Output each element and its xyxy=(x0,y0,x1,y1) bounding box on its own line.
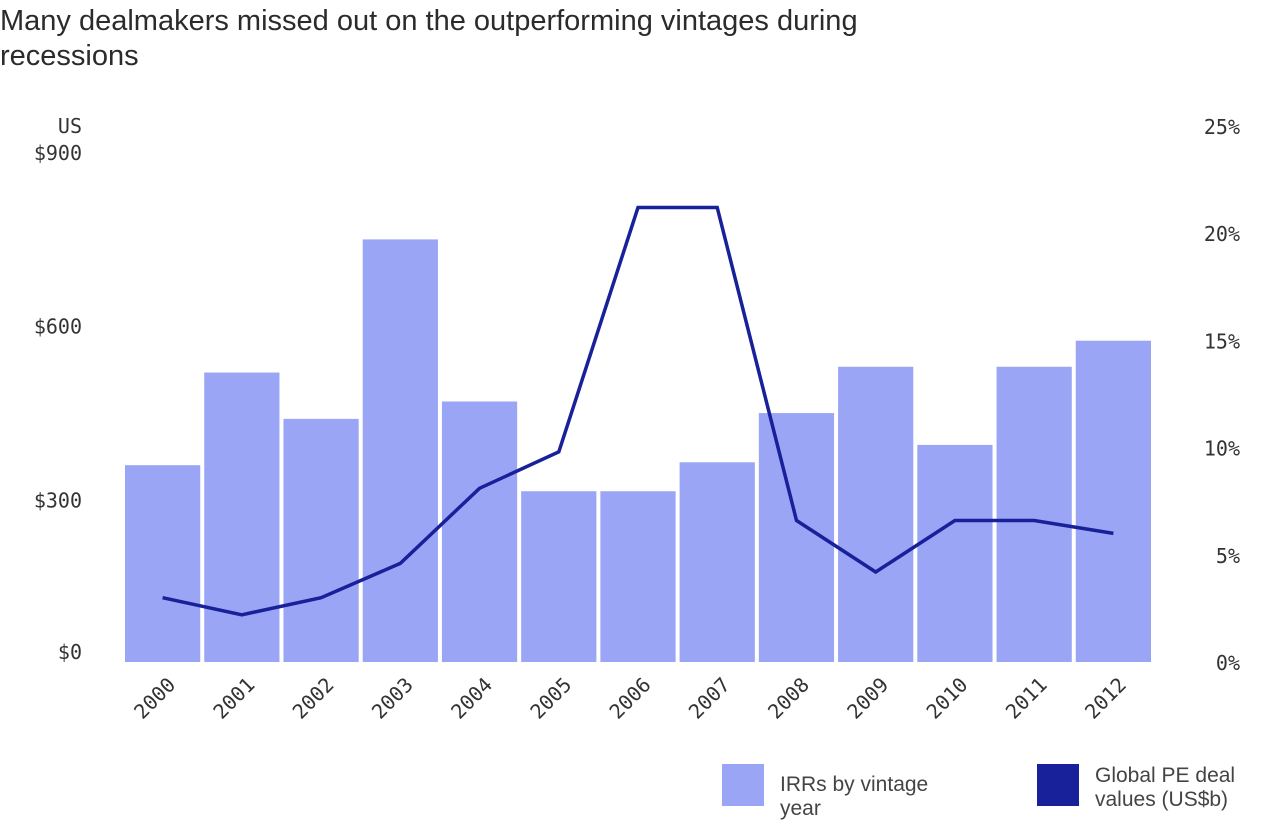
combo-chart: US$0$300$600$900 0%5%10%15%20%25% 2000 20… xyxy=(34,114,1240,724)
x-tick-2000: 2000 xyxy=(129,673,180,724)
line-layer xyxy=(162,205,1114,617)
x-tick-2008: 2008 xyxy=(763,673,814,724)
bar-2000 xyxy=(125,465,201,662)
left-tick-1: $300 xyxy=(34,488,82,512)
bars-layer xyxy=(125,239,1151,662)
x-tick-2002: 2002 xyxy=(288,673,339,724)
bar-2002 xyxy=(283,418,359,662)
right-tick-1: 5% xyxy=(1216,544,1240,568)
left-axis-unit-label: US xyxy=(58,114,82,138)
right-tick-4: 20% xyxy=(1204,222,1240,246)
x-axis: 2000 2001 2002 2003 2004 2005 2006 2007 2008 2009… xyxy=(129,673,1131,724)
x-tick-2009: 2009 xyxy=(842,673,893,724)
x-tick-2005: 2005 xyxy=(525,673,576,724)
left-axis: US $0 $300 $600 $900 xyxy=(34,114,82,664)
x-tick-2006: 2006 xyxy=(605,673,656,724)
right-tick-3: 15% xyxy=(1204,329,1240,353)
legend-bars: IRRs by vintage year xyxy=(722,764,940,821)
bar-2003 xyxy=(362,239,438,662)
x-tick-2003: 2003 xyxy=(367,673,418,724)
legend-bars-swatch xyxy=(722,764,764,806)
bar-2011 xyxy=(996,366,1072,662)
bar-2007 xyxy=(679,462,755,662)
legend-line-label: Global PE deal values (US$b) xyxy=(1095,764,1236,811)
right-tick-0: 0% xyxy=(1216,651,1240,675)
x-tick-2010: 2010 xyxy=(921,673,972,724)
right-axis: 0% 5% 10% 15% 20% 25% xyxy=(1204,115,1240,675)
bar-2006 xyxy=(600,491,676,662)
bar-2005 xyxy=(521,491,597,662)
bar-2012 xyxy=(1075,340,1151,662)
x-tick-2012: 2012 xyxy=(1080,673,1131,724)
x-tick-2004: 2004 xyxy=(446,673,497,724)
right-tick-2: 10% xyxy=(1204,437,1240,461)
left-tick-2: $600 xyxy=(34,315,82,339)
legend-bars-label: IRRs by vintage year xyxy=(780,773,929,820)
left-tick-3: $900 xyxy=(34,141,82,165)
legend-line: Global PE deal values (US$b) xyxy=(1037,764,1255,812)
x-tick-2001: 2001 xyxy=(208,673,259,724)
series-line-deal-values xyxy=(162,205,1114,617)
right-tick-5: 25% xyxy=(1204,115,1240,139)
legend-line-swatch xyxy=(1037,764,1079,806)
bar-2010 xyxy=(917,444,993,662)
bar-2001 xyxy=(204,372,280,662)
chart-title: Many dealmakers missed out on the outper… xyxy=(0,5,858,72)
x-tick-2007: 2007 xyxy=(684,673,735,724)
bar-2009 xyxy=(838,366,914,662)
x-tick-2011: 2011 xyxy=(1001,673,1052,724)
bar-2004 xyxy=(441,401,518,662)
left-tick-0: $0 xyxy=(58,640,82,664)
